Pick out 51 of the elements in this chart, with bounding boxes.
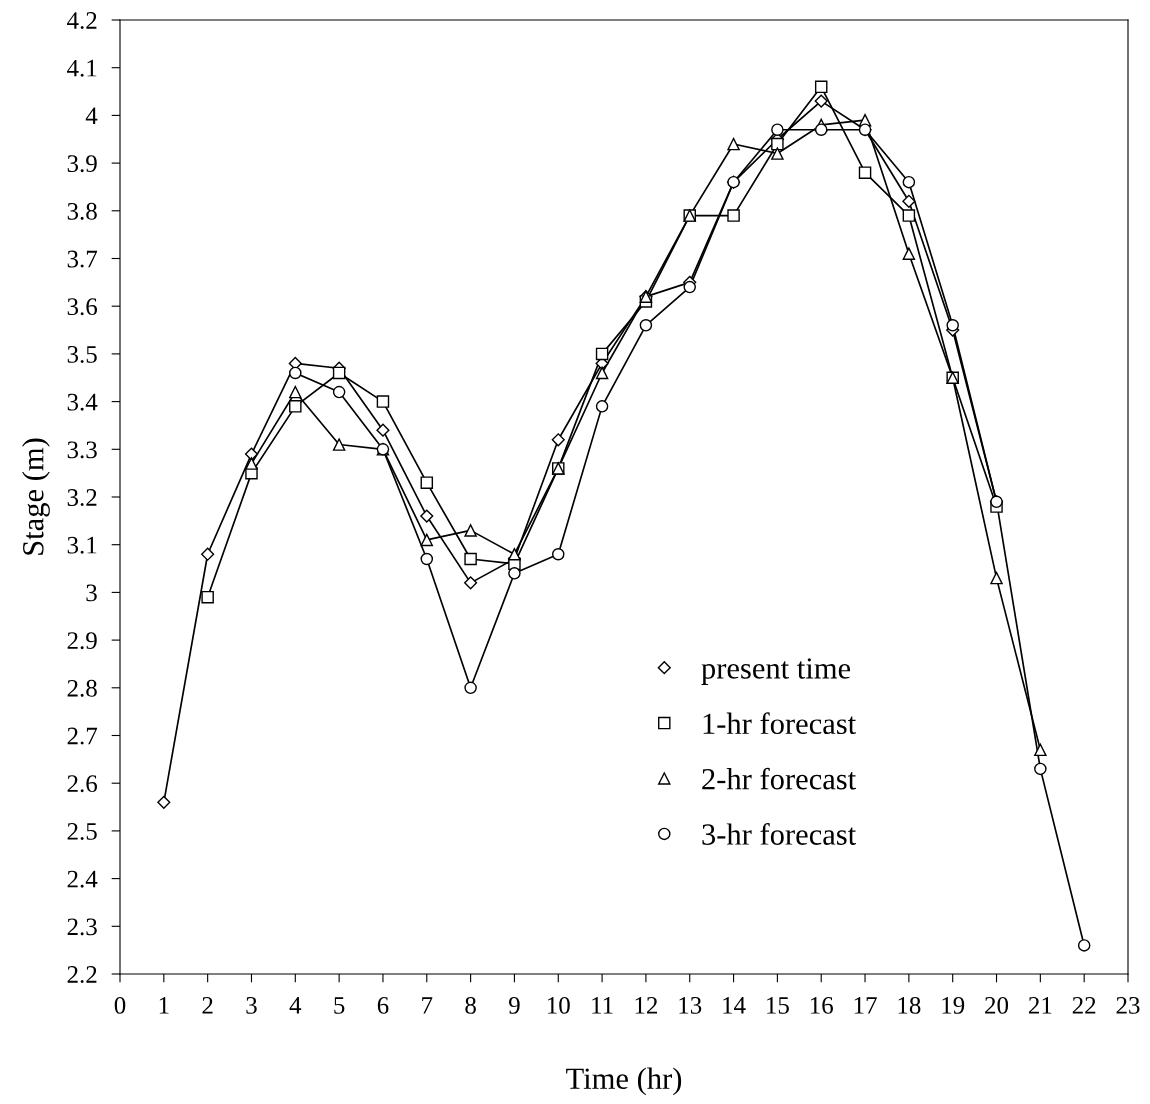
legend-label: 1-hr forecast <box>703 712 857 735</box>
x-tick-label: 9 <box>508 997 520 1014</box>
x-tick-label: 20 <box>985 996 1009 1014</box>
x-tick-label: 14 <box>723 997 746 1014</box>
x-tick-label: 13 <box>679 997 702 1014</box>
y-tick-label: 3 <box>86 584 97 602</box>
y-tick-label: 2.4 <box>67 870 98 888</box>
x-tick-label: 22 <box>1072 997 1096 1014</box>
x-tick-label: 8 <box>465 996 476 1014</box>
x-tick-label: 17 <box>854 997 877 1014</box>
x-tick-label: 12 <box>635 997 658 1014</box>
x-tick-label: 3 <box>246 997 257 1014</box>
x-axis-title: Time (hr) <box>566 1067 682 1096</box>
y-tick-label: 2.7 <box>67 727 98 745</box>
x-tick-label: 5 <box>334 997 345 1014</box>
y-axis-title: Stage (m) <box>22 438 50 555</box>
y-tick-label: 3.9 <box>67 155 97 173</box>
x-tick-label: 10 <box>547 996 570 1014</box>
x-tick-label: 19 <box>942 997 965 1014</box>
y-tick-label: 3.4 <box>67 393 98 411</box>
y-tick-label: 4.2 <box>67 12 97 30</box>
y-tick-label: 4 <box>85 107 98 125</box>
x-tick-label: 11 <box>592 997 613 1014</box>
x-tick-label: 1 <box>159 997 169 1014</box>
legend-label: 2-hr forecast <box>702 767 857 790</box>
x-tick-label: 21 <box>1028 997 1052 1014</box>
y-tick-label: 3.3 <box>67 441 97 459</box>
x-tick-label: 18 <box>898 996 921 1014</box>
x-tick-label: 7 <box>422 997 433 1014</box>
y-tick-label: 3.1 <box>67 536 97 554</box>
x-tick-label: 2 <box>202 997 213 1014</box>
y-tick-label: 3.8 <box>67 202 97 220</box>
x-tick-label: 15 <box>767 997 789 1014</box>
y-tick-label: 3.5 <box>67 346 97 363</box>
y-tick-label: 2.9 <box>67 632 97 650</box>
y-tick-label: 3.6 <box>67 298 98 316</box>
y-tick-label: 2.3 <box>67 918 97 936</box>
y-tick-label: 2.6 <box>67 775 98 793</box>
x-tick-label: 4 <box>289 997 302 1014</box>
y-tick-label: 4.1 <box>67 59 97 77</box>
y-tick-label: 3.7 <box>67 250 98 268</box>
x-tick-label: 23 <box>1116 997 1140 1014</box>
x-tick-label: 6 <box>377 997 389 1014</box>
legend-label: present time <box>701 658 851 685</box>
legend-label: 3-hr forecast <box>702 823 857 845</box>
y-tick-label: 2.5 <box>67 823 97 840</box>
x-tick-label: 0 <box>114 996 126 1014</box>
x-tick-label: 16 <box>810 997 833 1014</box>
y-tick-label: 2.2 <box>67 966 97 984</box>
y-tick-label: 3.2 <box>67 489 97 507</box>
y-tick-label: 2.8 <box>67 679 97 697</box>
